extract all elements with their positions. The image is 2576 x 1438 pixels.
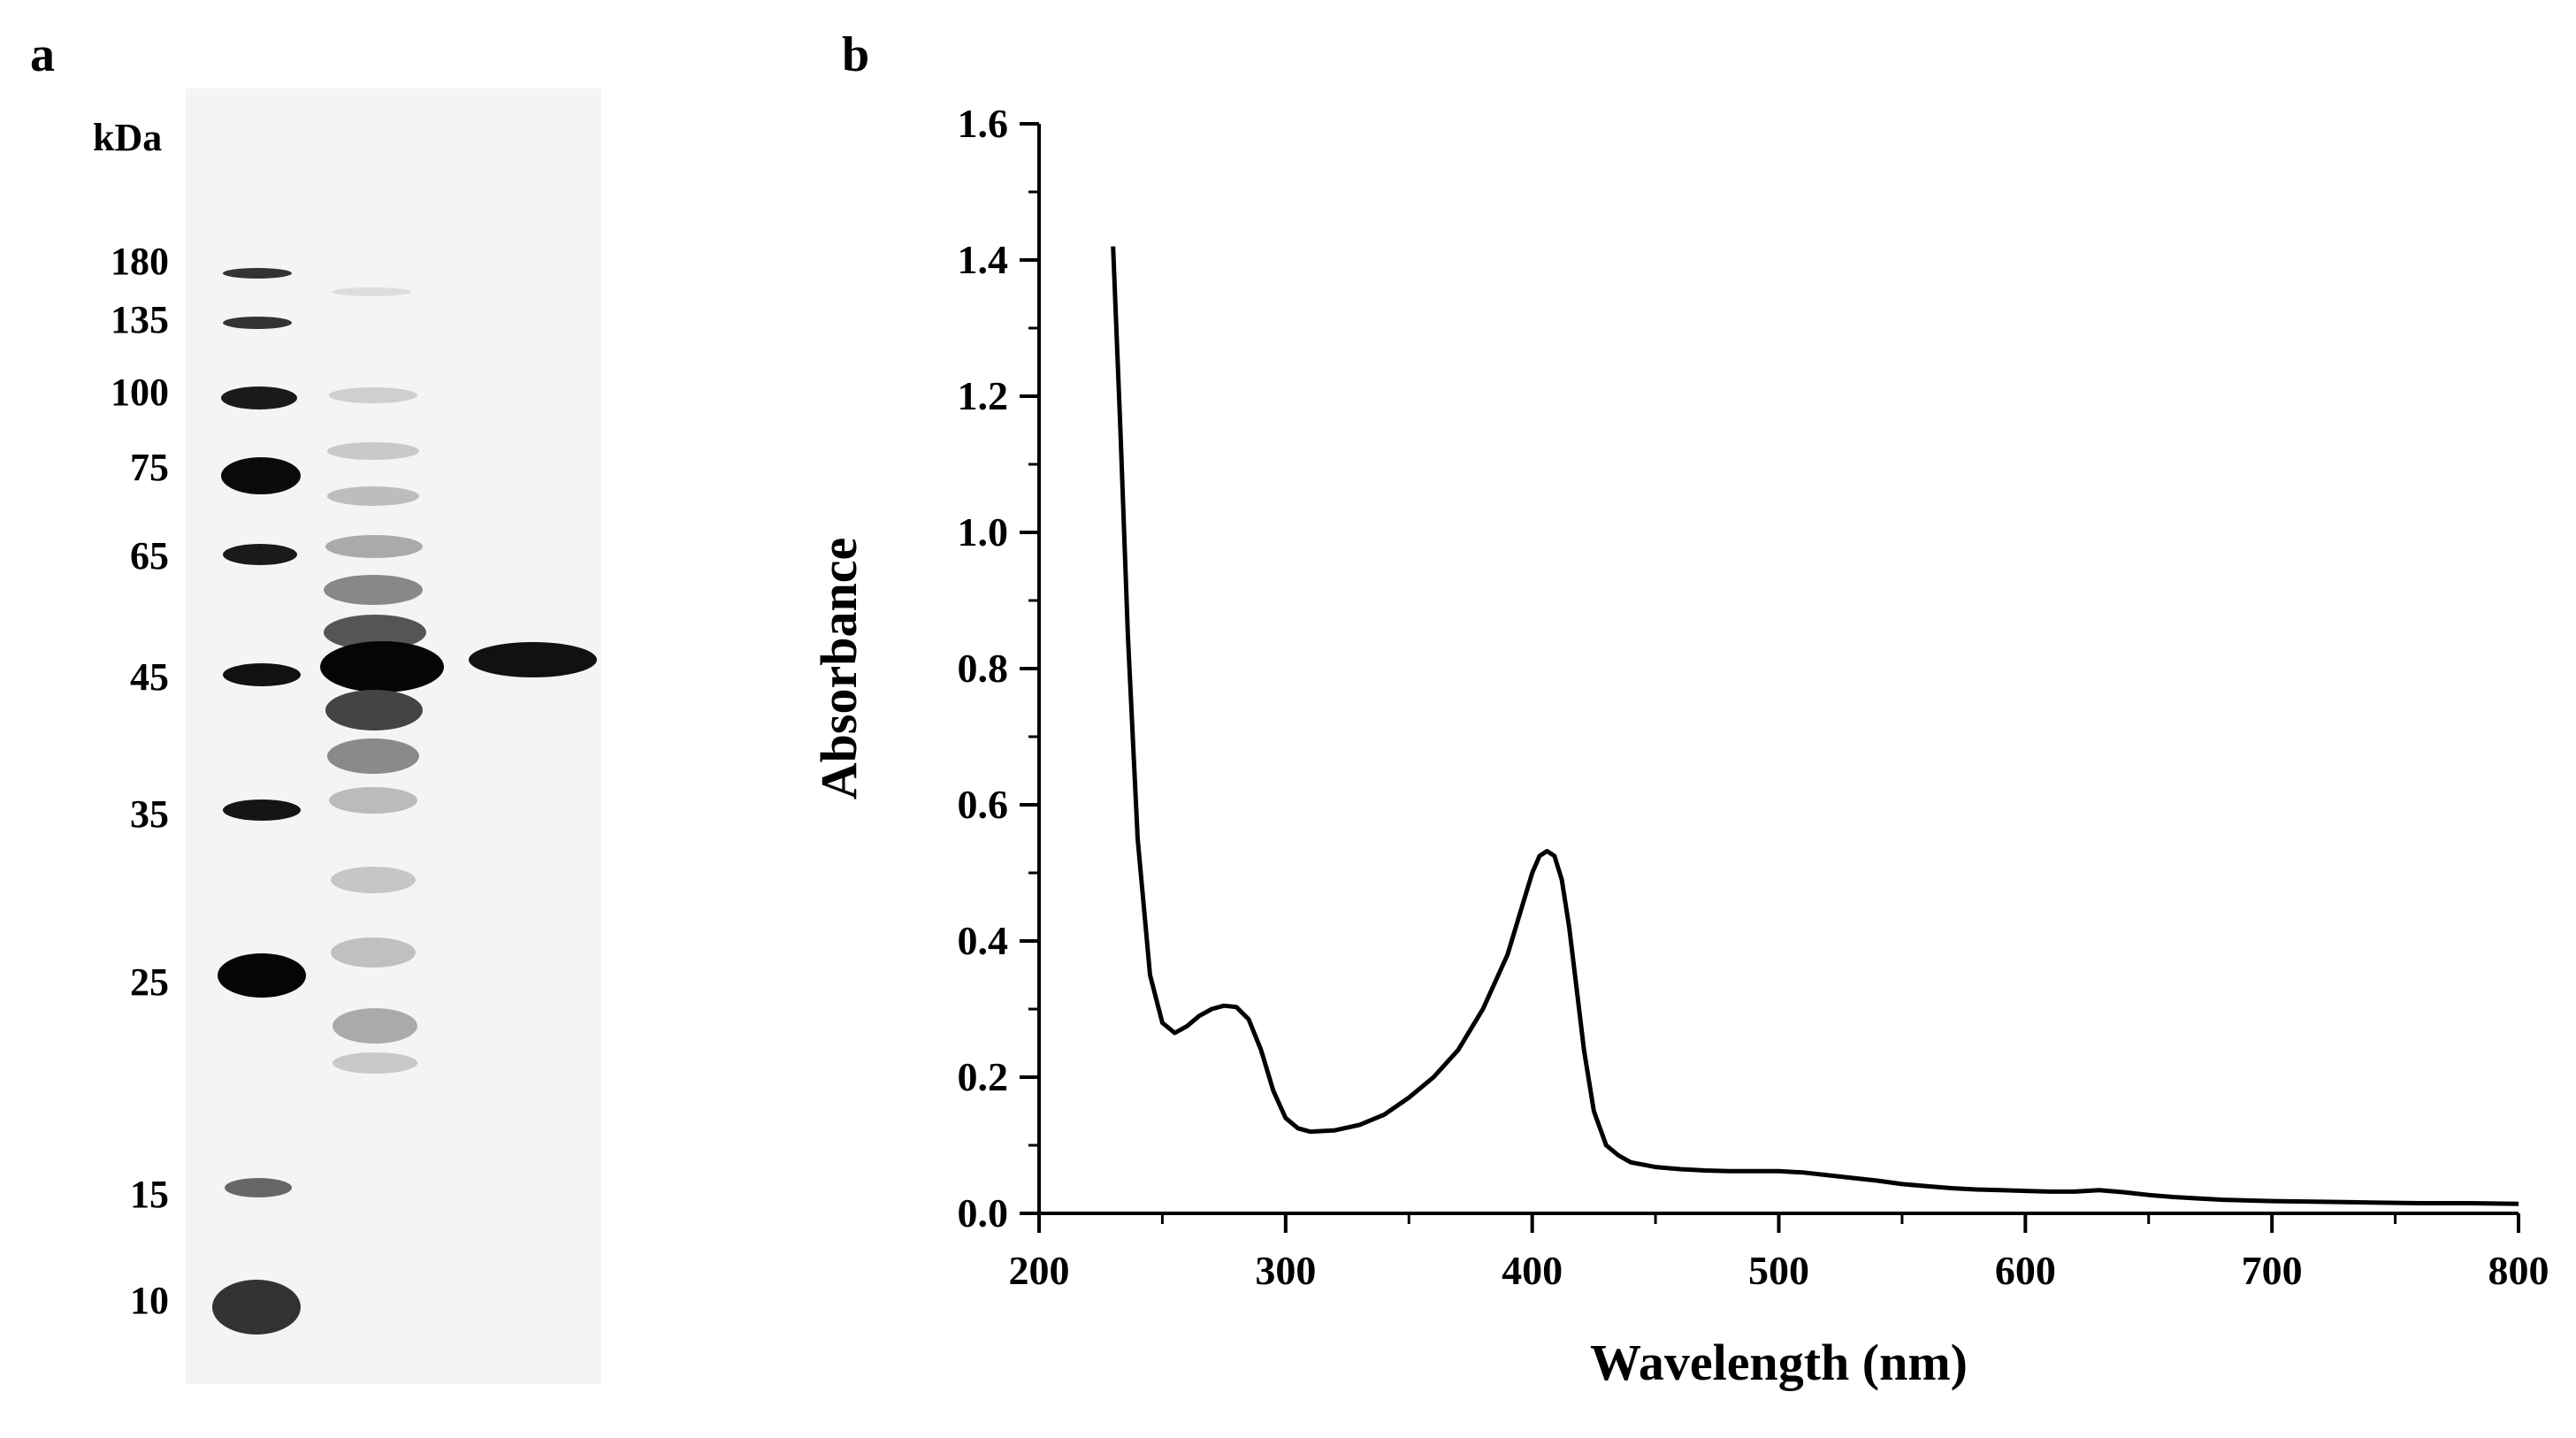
lane1-faint-band [333,1052,417,1074]
lane1-band [325,690,423,730]
y-tick-label: 1.0 [958,509,1009,555]
x-tick-label: 600 [1995,1248,2056,1293]
lane1-faint-band [327,442,419,460]
y-axis-label: Absorbance [810,538,868,799]
lane1-faint-band [331,937,416,968]
marker-band-65 [223,544,297,565]
mw-label-100: 100 [111,371,169,414]
mw-label-10: 10 [130,1279,169,1322]
marker-band-35 [223,799,301,821]
marker-band-25 [218,953,306,998]
x-tick-label: 200 [1009,1248,1070,1293]
lane1-faint-band [332,287,411,296]
marker-band-45 [223,663,301,686]
x-tick-label: 300 [1255,1248,1316,1293]
gel-image [186,88,601,1384]
y-tick-label: 0.8 [958,646,1009,691]
lane1-faint-band [327,486,419,506]
panel-label-a: a [30,27,55,82]
mw-label-25: 25 [130,960,169,1004]
lane1-faint-band [329,787,417,814]
marker-band-15 [225,1178,292,1197]
panel-label-b: b [842,27,870,82]
y-tick-label: 1.2 [958,373,1009,418]
marker-band-10 [212,1280,301,1335]
mw-label-45: 45 [130,655,169,699]
mw-label-15: 15 [130,1173,169,1216]
y-tick-label: 0.4 [958,918,1009,963]
y-tick-label: 0.6 [958,782,1009,827]
x-axis-label: Wavelength (nm) [1590,1334,1968,1391]
x-tick-label: 400 [1502,1248,1563,1293]
kda-unit-label: kDa [93,116,163,159]
lane1-faint-band [325,535,423,558]
x-tick-label: 800 [2488,1248,2549,1293]
spectrum-line [1111,246,2519,1206]
mw-label-75: 75 [130,446,169,489]
mw-label-65: 65 [130,534,169,577]
y-tick-label: 0.0 [958,1190,1009,1235]
lane1-main-band [320,641,444,692]
y-tick-label: 1.6 [958,101,1009,146]
mw-label-35: 35 [130,792,169,836]
marker-band-100 [221,386,297,409]
marker-band-135 [223,317,292,329]
y-tick-label: 1.4 [958,237,1009,282]
lane1-faint-band [331,867,416,893]
marker-band-75 [221,457,301,494]
lane1-faint-band [329,387,417,403]
y-tick-label: 0.2 [958,1054,1009,1099]
lane2-purified-band [469,642,597,677]
mw-label-135: 135 [111,298,169,341]
x-tick-label: 700 [2242,1248,2303,1293]
lane1-band [324,575,423,605]
mw-label-180: 180 [111,240,169,283]
x-tick-label: 500 [1748,1248,1809,1293]
lane1-band [327,738,419,774]
lane1-faint-band [333,1008,417,1044]
marker-band-180 [223,268,292,279]
